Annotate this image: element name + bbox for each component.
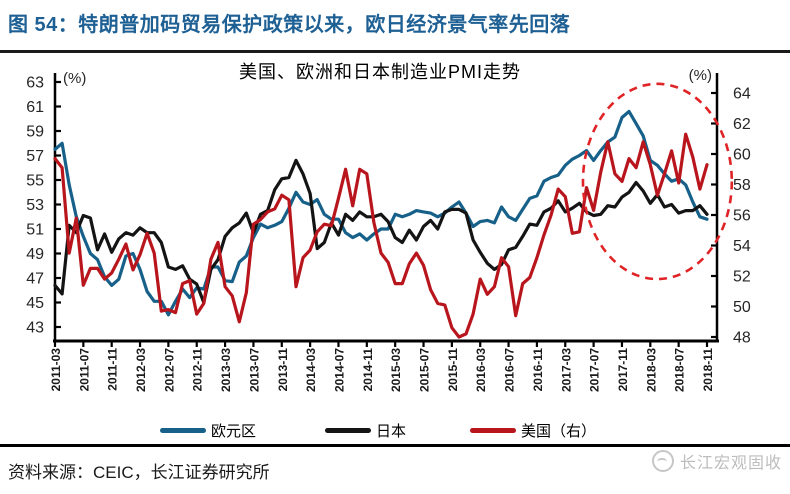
svg-text:2011-11: 2011-11 — [106, 348, 120, 391]
legend-label-eurozone: 欧元区 — [211, 422, 257, 440]
svg-text:64: 64 — [733, 86, 751, 103]
footer-rule — [0, 444, 790, 447]
series-line-2 — [53, 132, 709, 339]
svg-text:2016-11: 2016-11 — [531, 348, 545, 392]
svg-text:50: 50 — [733, 299, 751, 316]
svg-text:2013-07: 2013-07 — [247, 348, 261, 392]
legend-label-japan: 日本 — [376, 422, 407, 440]
legend-label-us: 美国（右） — [521, 422, 597, 440]
svg-text:2012-07: 2012-07 — [162, 348, 176, 392]
svg-text:2016-03: 2016-03 — [474, 348, 488, 392]
svg-text:62: 62 — [733, 116, 751, 133]
highlight-ellipse — [581, 82, 734, 281]
svg-text:2014-07: 2014-07 — [332, 348, 346, 392]
svg-text:2013-03: 2013-03 — [219, 348, 233, 392]
svg-text:48: 48 — [733, 330, 751, 347]
series-line-0 — [53, 109, 709, 317]
svg-text:2018-03: 2018-03 — [644, 348, 658, 392]
left-axis-ticks: 43 45 47 49 51 53 55 57 59 61 63 — [26, 75, 61, 337]
svg-text:43: 43 — [26, 320, 44, 337]
eurozone-line-swatch — [160, 427, 206, 433]
svg-text:51: 51 — [26, 222, 44, 239]
svg-text:2012-03: 2012-03 — [134, 348, 148, 392]
left-axis-unit: (%) — [63, 70, 86, 87]
x-axis-ticks: 2011-03 2011-07 2011-11 2012-03 2012-07 2012-… — [49, 341, 715, 392]
legend-item-eurozone: 欧元区 — [160, 420, 256, 440]
svg-text:61: 61 — [26, 99, 44, 116]
svg-text:60: 60 — [733, 147, 751, 164]
chart-title: 美国、欧洲和日本制造业PMI走势 — [239, 62, 521, 82]
svg-text:53: 53 — [26, 197, 44, 214]
svg-text:2017-03: 2017-03 — [559, 348, 573, 392]
svg-text:55: 55 — [26, 173, 44, 190]
svg-text:52: 52 — [733, 269, 751, 286]
watermark-text: 长江宏观固收 — [679, 455, 782, 472]
svg-text:2012-11: 2012-11 — [191, 348, 205, 392]
svg-text:2015-03: 2015-03 — [389, 348, 403, 392]
svg-text:2011-03: 2011-03 — [49, 348, 63, 392]
svg-text:59: 59 — [26, 124, 44, 141]
svg-text:2018-11: 2018-11 — [701, 348, 715, 392]
changjiang-logo-icon — [651, 450, 674, 472]
svg-text:47: 47 — [26, 271, 44, 288]
svg-text:2011-07: 2011-07 — [77, 348, 91, 392]
svg-text:2014-11: 2014-11 — [361, 348, 375, 392]
svg-text:54: 54 — [733, 238, 751, 255]
watermark: 长江宏观固收 — [651, 449, 782, 473]
source-text: 资料来源：CEIC，长江证券研究所 — [8, 463, 270, 482]
axes — [53, 73, 719, 343]
japan-line-swatch — [325, 427, 371, 433]
svg-text:2017-11: 2017-11 — [616, 348, 630, 392]
figure-title: 图 54：特朗普加码贸易保护政策以来，欧日经济景气率先回落 — [8, 14, 571, 36]
right-axis-unit: (%) — [689, 67, 712, 84]
svg-text:2014-03: 2014-03 — [304, 348, 318, 392]
svg-text:2015-11: 2015-11 — [446, 348, 460, 392]
chart-legend: 欧元区 日本 美国（右） — [0, 420, 790, 440]
svg-text:49: 49 — [26, 246, 44, 263]
svg-text:2018-07: 2018-07 — [673, 348, 687, 392]
svg-text:57: 57 — [26, 148, 44, 165]
legend-item-japan: 日本 — [325, 420, 406, 440]
svg-text:56: 56 — [733, 208, 751, 225]
svg-text:2013-11: 2013-11 — [276, 348, 290, 392]
svg-text:2017-07: 2017-07 — [588, 348, 602, 392]
svg-text:58: 58 — [733, 177, 751, 194]
series-line-1 — [53, 158, 709, 305]
title-underline — [0, 50, 790, 53]
right-axis-ticks: 48 50 52 54 56 58 60 62 64 — [711, 86, 751, 347]
legend-item-us: 美国（右） — [470, 420, 596, 440]
svg-text:63: 63 — [26, 75, 44, 92]
us-line-swatch — [470, 427, 516, 433]
svg-text:2015-07: 2015-07 — [418, 348, 432, 392]
svg-text:2016-07: 2016-07 — [503, 348, 517, 392]
svg-text:45: 45 — [26, 295, 44, 312]
